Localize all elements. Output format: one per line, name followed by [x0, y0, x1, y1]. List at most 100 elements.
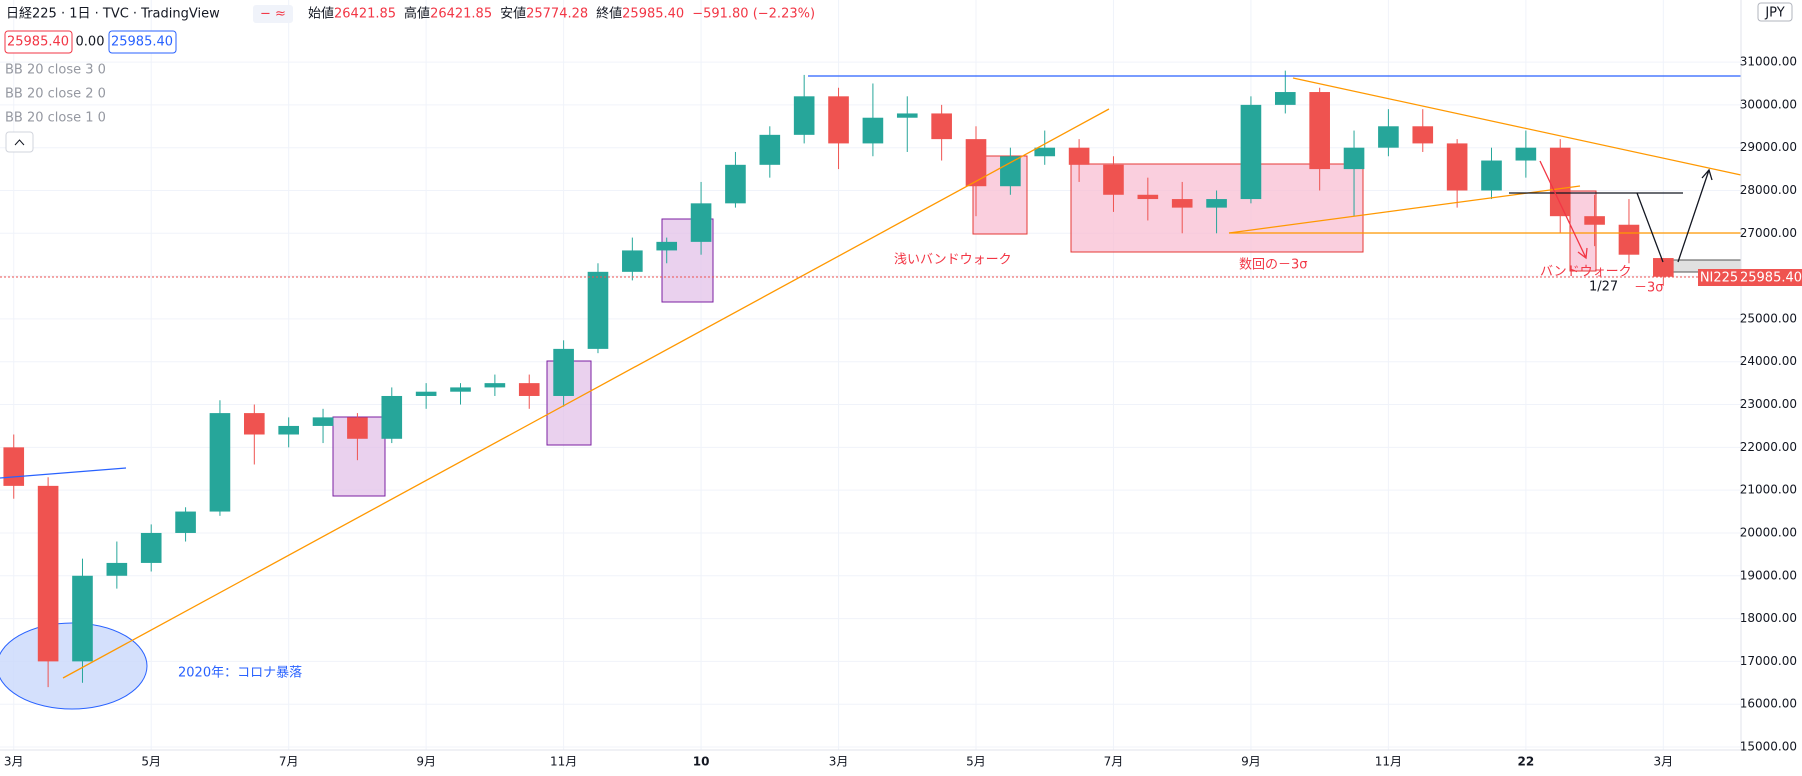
y-tick-label: 24000.00 [1740, 354, 1797, 368]
arrow [1539, 160, 1588, 260]
quote-value: 25774.28 [526, 7, 588, 22]
x-tick-label: 7月 [279, 755, 299, 769]
annotation: バンドウォーク [1540, 265, 1632, 280]
title: 日経225 · 1日 · TVC · TradingView [6, 7, 220, 22]
quote-value: 25985.40 [622, 7, 684, 22]
candle-body [1515, 147, 1537, 161]
candle-body [622, 250, 643, 272]
time-axis [0, 750, 1802, 772]
candle-body [1481, 160, 1502, 191]
annotation: 2020年：コロナ暴落 [178, 666, 302, 681]
candle-body [312, 417, 334, 426]
price-axis [1741, 0, 1802, 772]
y-tick-label: 20000.00 [1740, 525, 1797, 539]
y-tick-label: 30000.00 [1740, 97, 1797, 111]
y-tick-label: 29000.00 [1740, 140, 1797, 154]
candle-body [1240, 104, 1262, 200]
candle-body [587, 271, 609, 349]
y-tick-label: 23000.00 [1740, 397, 1797, 411]
axes: 15000.00 16000.00 17000.00 18000.00 19000.00… [4, 55, 1797, 769]
y-tick-label: 31000.00 [1740, 55, 1797, 69]
x-tick-label: 11月 [550, 755, 577, 769]
trend-line [1292, 77, 1742, 176]
x-tick-label: 5月 [966, 755, 986, 769]
candle-body [1000, 156, 1021, 187]
x-tick-label: 22 [1518, 755, 1535, 769]
quote: 始値 26421.85 高値 26421.85 安値 25774.28 終値 25985.40 [308, 6, 684, 22]
y-tick-label: 25000.00 [1740, 311, 1797, 325]
price-box [108, 30, 177, 54]
trend-line [1228, 185, 1581, 234]
change: −591.80 (−2.23%) [692, 7, 815, 22]
trend-line [0, 467, 127, 479]
candle-body [1653, 258, 1674, 277]
candle-body [175, 511, 196, 533]
price-box-text: 25985.40 [7, 35, 69, 50]
candle-body [1378, 126, 1399, 148]
last-price-text: 25985.40 [1740, 271, 1802, 286]
candle-body [3, 447, 25, 486]
currency[interactable]: JPY [1764, 6, 1784, 21]
candle-body [106, 562, 128, 576]
indicator[interactable]: BB 20 close 1 0 [5, 111, 106, 126]
candle-body [140, 532, 162, 563]
x-tick-label: 3月 [1654, 755, 1674, 769]
candle-body [37, 485, 59, 662]
candle-body [1034, 147, 1056, 157]
candle-body [725, 164, 746, 204]
candle-body [278, 425, 299, 435]
candle-body [793, 96, 815, 135]
candle-body [450, 387, 471, 392]
x-tick-label: 9月 [1241, 755, 1261, 769]
annotation: －3σ [1634, 281, 1664, 296]
price-box-text: 0.00 [76, 35, 105, 50]
candle-body [896, 113, 918, 118]
candle-body [1343, 147, 1365, 170]
y-tick-label: 28000.00 [1740, 183, 1797, 197]
candle-body [1171, 199, 1193, 208]
trend-line [62, 108, 1110, 679]
status-icon: − ≈ [260, 7, 286, 22]
candle-body [415, 391, 437, 396]
candle-body [759, 134, 781, 165]
indicator[interactable]: BB 20 close 3 0 [5, 63, 106, 78]
collapse-button[interactable] [5, 131, 34, 153]
x-tick-label: 3月 [4, 755, 24, 769]
x-tick-label: 11月 [1375, 755, 1402, 769]
y-tick-label: 16000.00 [1740, 697, 1797, 711]
candle-body [1068, 147, 1090, 165]
candle-body [1584, 216, 1605, 225]
box-drawing [1569, 190, 1597, 272]
candle-body [965, 139, 987, 187]
price-box-text: 25985.40 [111, 35, 173, 50]
candle-body [828, 96, 849, 144]
candle-body [931, 113, 952, 140]
grid [0, 0, 1741, 750]
candle-body [1103, 164, 1124, 195]
candle-body [484, 383, 506, 388]
y-tick-label: 27000.00 [1740, 226, 1797, 240]
candle-body [1412, 126, 1434, 144]
candle-body [347, 417, 368, 439]
y-tick-label: 19000.00 [1740, 568, 1797, 582]
candle-body [656, 241, 678, 251]
candle-body [72, 575, 93, 662]
symbol-tag-text: NI225 [1700, 271, 1738, 286]
arrow [1636, 168, 1713, 263]
candle-body [1206, 199, 1227, 208]
candle-body [1618, 224, 1640, 255]
candles [3, 70, 1674, 688]
candle-body [1309, 92, 1330, 170]
y-tick-label: 21000.00 [1740, 483, 1797, 497]
candle-body [1137, 194, 1159, 200]
candle-body [1446, 143, 1468, 191]
ellipse-drawing [0, 622, 148, 710]
indicator[interactable]: BB 20 close 2 0 [5, 87, 106, 102]
x-tick-label: 5月 [141, 755, 161, 769]
y-tick-label: 22000.00 [1740, 440, 1797, 454]
currency-button[interactable] [1757, 2, 1793, 22]
price-box [4, 30, 73, 54]
annotation: 数回の－3σ [1239, 258, 1308, 273]
